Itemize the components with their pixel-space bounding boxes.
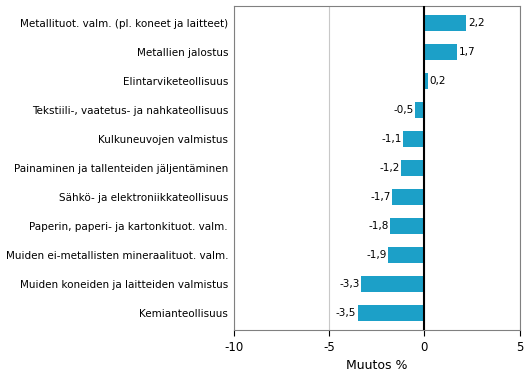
Text: -1,7: -1,7 — [370, 192, 390, 202]
Bar — [402, 160, 424, 176]
Text: -3,5: -3,5 — [336, 308, 356, 318]
Text: -3,3: -3,3 — [340, 279, 360, 289]
Bar — [358, 305, 424, 321]
Text: 2,2: 2,2 — [468, 18, 485, 28]
Text: -1,1: -1,1 — [381, 134, 402, 144]
Text: 0,2: 0,2 — [430, 76, 446, 86]
Text: -1,8: -1,8 — [368, 221, 388, 231]
Bar — [424, 44, 457, 60]
Bar — [415, 102, 424, 118]
Text: -0,5: -0,5 — [393, 105, 413, 115]
Bar — [390, 218, 424, 234]
X-axis label: Muutos %: Muutos % — [346, 359, 407, 372]
Bar — [424, 15, 467, 31]
Bar — [392, 189, 424, 205]
Text: 1,7: 1,7 — [458, 47, 475, 57]
Bar — [424, 73, 428, 89]
Text: -1,2: -1,2 — [380, 163, 400, 173]
Bar — [361, 276, 424, 292]
Text: -1,9: -1,9 — [366, 250, 387, 260]
Bar — [404, 131, 424, 147]
Bar — [388, 247, 424, 263]
